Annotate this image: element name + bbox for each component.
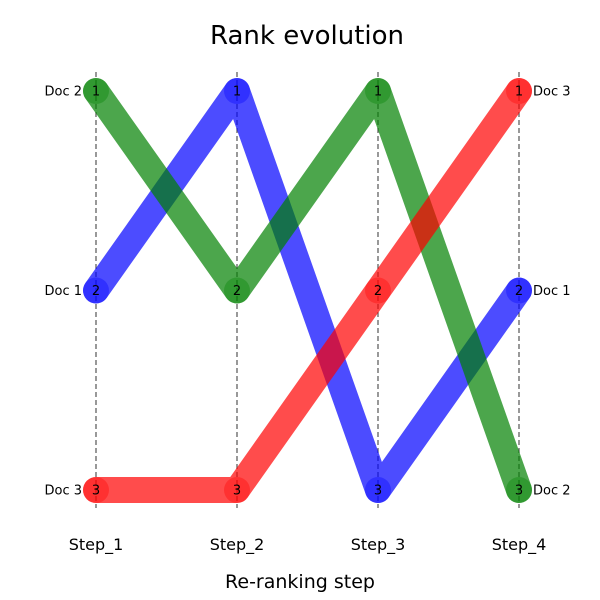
rank-number: 3 [515,484,523,499]
rank-marker [365,477,391,503]
rank-marker [83,78,109,104]
x-tick-label: Step_1 [69,535,124,555]
doc-label-right: Doc 3 [533,85,571,100]
rank-marker [365,277,391,304]
rank-number: 2 [233,284,241,299]
rank-marker [83,477,109,503]
rank-number: 1 [233,85,241,100]
x-tick-labels: Step_1 Step_2 Step_3 Step_4 [69,535,547,555]
rank-marker [224,277,250,304]
rank-band [83,78,532,503]
rank-marker [83,277,109,304]
chart-title: Rank evolution [210,21,404,51]
doc-label-left: Doc 2 [44,85,82,100]
rank-number: 2 [92,284,100,299]
rank-number: 1 [515,85,523,100]
rank-number: 3 [92,484,100,499]
x-tick-label: Step_3 [351,535,406,555]
doc-label-right: Doc 2 [533,484,571,499]
rank-marker [506,477,532,503]
doc-label-left: Doc 1 [44,284,82,299]
rank-marker [506,277,532,304]
x-tick-label: Step_4 [492,535,547,555]
rank-number: 3 [374,484,382,499]
rank-marker [224,477,250,503]
rank-marker [506,78,532,104]
doc-label-right: Doc 1 [533,284,571,299]
rank-markers: 2 1 3 2 1 2 1 3 3 3 2 1 [83,78,532,503]
rank-bands [83,78,532,503]
doc-label-left: Doc 3 [44,484,82,499]
x-axis-label: Re-ranking step [225,571,375,593]
rank-number: 2 [374,284,382,299]
rank-number: 1 [92,85,100,100]
rank-band [83,78,532,503]
rank-number: 2 [515,284,523,299]
rank-marker [365,78,391,104]
rank-number: 3 [233,484,241,499]
doc-labels: Doc 1 Doc 1 Doc 2 Doc 2 Doc 3 Doc 3 [44,85,570,499]
x-tick-label: Step_2 [210,535,265,555]
rank-marker [224,78,250,104]
rank-number: 1 [374,85,382,100]
